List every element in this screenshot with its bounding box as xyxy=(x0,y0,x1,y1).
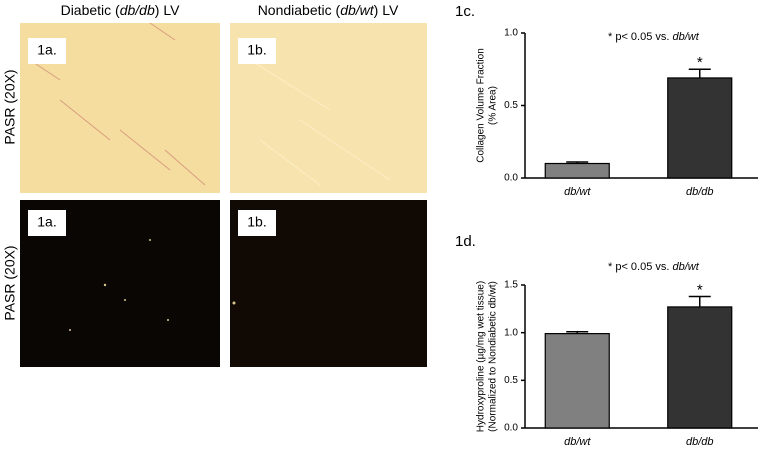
micrograph xyxy=(230,23,427,193)
annotation-part: * p< 0.05 vs. xyxy=(608,31,673,43)
image-label: 1b. xyxy=(238,210,276,236)
column-header: Nondiabetic (db/wt) LV xyxy=(258,2,399,18)
header-part: Diabetic ( xyxy=(61,2,120,18)
image-label: 1a. xyxy=(28,38,66,64)
image-label-text: 1a. xyxy=(37,42,56,58)
bar xyxy=(667,306,733,429)
y-tick-label: 1.5 xyxy=(504,280,518,291)
annotation-part: db/wt xyxy=(673,261,700,273)
x-tick-label: db/wt xyxy=(564,436,591,448)
y-axis-label: Collagen Volume Fraction xyxy=(476,48,487,163)
y-axis-label: (% Area) xyxy=(488,86,499,125)
y-axis-label: (Normalized to Nondiabetic db/wt) xyxy=(488,281,499,432)
bar xyxy=(667,77,733,179)
annotation: * p< 0.05 vs. db/wt xyxy=(608,261,700,273)
y-tick-label: 0.0 xyxy=(504,423,518,434)
image-label: 1b. xyxy=(238,38,276,64)
y-tick-label: 1.0 xyxy=(504,28,518,39)
image-label-text: 1b. xyxy=(247,42,266,58)
x-tick-label: db/db xyxy=(686,186,714,198)
significance-mark: * xyxy=(697,281,703,298)
image-label-text: 1b. xyxy=(247,214,266,230)
row-label: PASR (20X) xyxy=(2,245,18,320)
significance-mark: * xyxy=(697,54,703,71)
bar xyxy=(544,162,610,179)
header-part: ) LV xyxy=(155,2,180,18)
column-header: Diabetic (db/db) LV xyxy=(61,2,180,18)
y-tick-label: 0.5 xyxy=(504,375,518,386)
row-label: PASR (20X) xyxy=(2,69,18,144)
chart-title: 1d. xyxy=(455,233,476,250)
header-part: db/db xyxy=(120,2,155,18)
y-tick-label: 0.5 xyxy=(504,100,518,111)
header-part: db/wt xyxy=(340,2,375,18)
annotation-part: db/wt xyxy=(673,31,700,43)
bar xyxy=(544,333,610,429)
image-label: 1a. xyxy=(28,210,66,236)
chart-title: 1c. xyxy=(455,3,475,20)
header-part: Nondiabetic ( xyxy=(258,2,341,18)
y-tick-label: 0.0 xyxy=(504,173,518,184)
x-tick-label: db/wt xyxy=(564,186,591,198)
image-label-text: 1a. xyxy=(37,214,56,230)
header-part: ) LV xyxy=(374,2,399,18)
y-axis-label: Hydroxyproline (µg/mg wet tissue) xyxy=(476,281,487,432)
x-tick-label: db/db xyxy=(686,436,714,448)
annotation-part: * p< 0.05 vs. xyxy=(608,261,673,273)
annotation: * p< 0.05 vs. db/wt xyxy=(608,31,700,43)
y-tick-label: 1.0 xyxy=(504,327,518,338)
